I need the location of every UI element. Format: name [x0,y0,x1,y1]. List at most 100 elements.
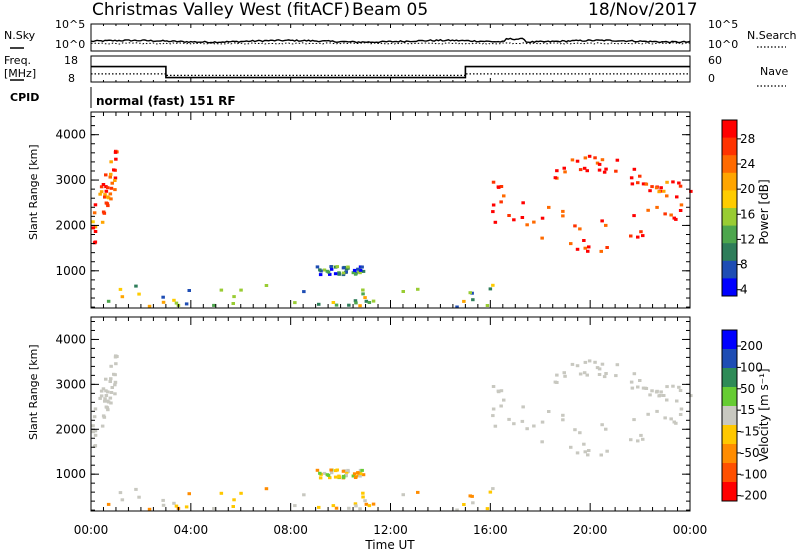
velocity-echo-cell [334,506,339,510]
velocity-echo-cell [600,362,605,366]
velocity-echo-cell [91,424,95,428]
velocity-echo-cell [161,503,166,507]
power-echo-cell [648,189,652,193]
power-echo-cell [496,185,501,189]
velocity-echo-cell [356,471,360,475]
velocity-ytick-label: 1000 [55,467,86,481]
velocity-echo-cell [93,407,98,411]
noise-right-tick-bottom: 10^0 [708,38,738,51]
power-scatter-layer [91,149,693,309]
power-echo-cell [679,203,684,207]
power-echo-cell [98,192,102,196]
power-echo-cell [187,289,191,292]
velocity-echo-cell [491,487,495,491]
velocity-echo-cell [578,372,583,376]
velocity-echo-cell [93,433,98,437]
power-echo-cell [341,266,346,270]
velocity-echo-cell [103,397,107,401]
power-echo-cell [361,292,365,296]
power-echo-cell [507,214,511,217]
power-echo-cell [641,234,645,238]
power-echo-cell [322,268,327,272]
velocity-echo-cell [329,471,334,475]
power-echo-cell [614,169,618,173]
power-echo-cell [455,305,459,309]
power-echo-cell [104,173,108,177]
velocity-echo-cell [561,413,565,417]
velocity-echo-cell [318,471,322,475]
power-echo-cell [354,301,358,305]
power-colorbar-cell [722,137,737,156]
velocity-echo-cell [641,386,646,390]
velocity-echo-cell [184,505,189,509]
velocity-echo-cell [587,449,591,452]
velocity-echo-cell [329,468,333,472]
velocity-echo-cell [583,450,587,454]
power-echo-cell [587,154,592,158]
velocity-echo-cell [573,428,577,432]
velocity-colorbar-tick: 15 [740,403,755,417]
velocity-echo-cell [648,393,652,397]
velocity-echo-cell [98,396,102,400]
power-echo-cell [561,209,565,213]
power-echo-cell [641,182,646,186]
power-echo-cell [578,168,583,172]
velocity-echo-cell [563,374,567,378]
velocity-echo-cell [468,494,472,498]
power-echo-cell [657,190,661,194]
velocity-echo-cell [341,469,346,473]
velocity-echo-cell [525,427,529,431]
power-colorbar-label: Power [dB] [757,179,771,244]
power-echo-cell [99,185,104,189]
power-echo-cell [91,220,95,224]
power-colorbar-cell [722,243,737,262]
power-echo-cell [331,301,336,304]
power-echo-cell [540,236,544,240]
velocity-echo-cell [172,501,176,505]
power-echo-cell [488,287,493,291]
power-echo-cell [499,185,504,188]
power-echo-cell [462,299,466,303]
power-echo-cell [512,218,516,222]
velocity-echo-cell [569,445,573,449]
velocity-echo-cell [351,474,356,478]
velocity-colorbar-cell [722,482,737,502]
power-echo-cell [335,265,339,269]
velocity-echo-cell [462,503,466,506]
velocity-colorbar-cell [722,406,737,426]
power-echo-cell [120,295,125,299]
power-echo-cell [101,210,106,214]
velocity-echo-cell [485,507,490,511]
beam-title: Beam 05 [352,0,428,20]
nave-label: Nave [760,65,788,78]
velocity-echo-cell [496,389,501,393]
velocity-colorbar-cell [722,387,737,407]
power-echo-cell [672,216,676,220]
power-echo-cell [569,242,573,246]
power-echo-cell [638,174,642,178]
velocity-echo-cell [582,371,587,375]
power-echo-cell [358,268,363,272]
power-echo-cell [147,304,152,308]
power-echo-cell [491,283,495,287]
velocity-echo-cell [317,505,321,509]
power-echo-cell [629,176,634,180]
cpid-value: normal (fast) 151 RF [96,94,236,108]
velocity-echo-cell [99,394,104,398]
velocity-echo-cell [585,373,589,377]
xtick-label: 20:00 [573,523,608,537]
power-echo-cell [575,247,580,251]
velocity-echo-cell [595,366,600,370]
xtick-label: 00:00 [74,523,109,537]
power-echo-cell [337,272,341,276]
power-colorbar-tick: 28 [740,132,755,146]
velocity-echo-cell [187,492,191,496]
velocity-echo-cell [92,415,97,419]
velocity-colorbar-cell [722,444,737,464]
power-echo-cell [363,296,367,300]
power-echo-cell [675,195,679,199]
velocity-colorbar-tick: -15 [740,425,760,439]
power-echo-cell [499,200,503,204]
power-echo-cell [341,271,346,275]
velocity-echo-cell [493,424,498,428]
